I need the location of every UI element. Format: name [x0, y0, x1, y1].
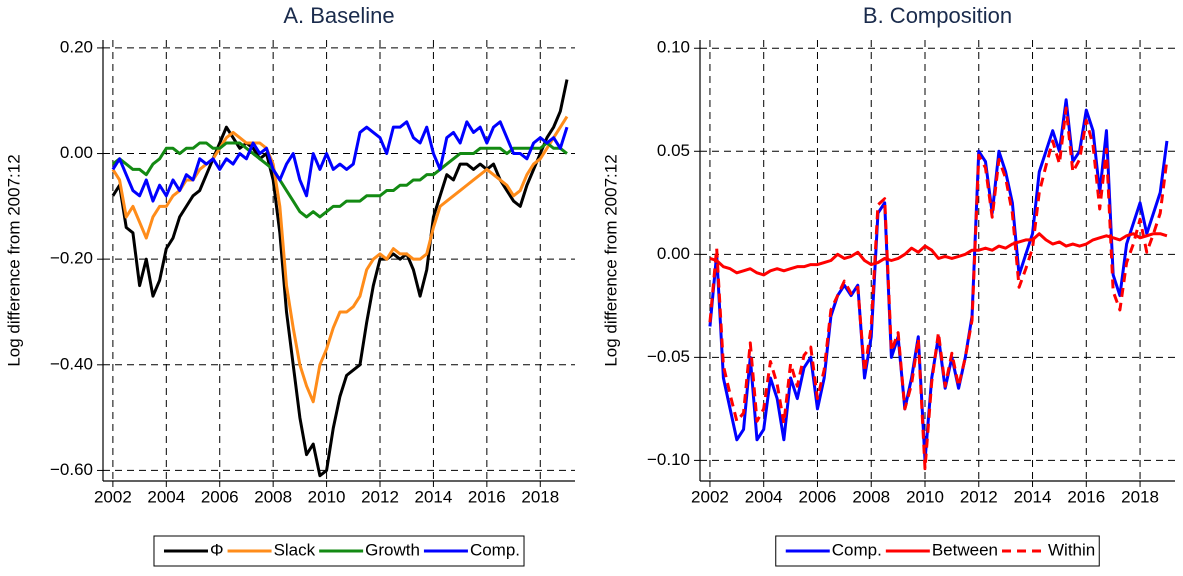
x-tick-label: 2002 [94, 487, 132, 506]
y-tick-label: 0.00 [60, 143, 93, 162]
x-tick-label: 2010 [906, 487, 944, 506]
y-tick-label: −0.10 [647, 450, 690, 469]
legend-label: Within [1048, 540, 1095, 559]
x-tick-label: 2002 [691, 487, 729, 506]
y-tick-label: −0.60 [50, 460, 93, 479]
x-tick-label: 2010 [308, 487, 346, 506]
line-series [111, 115, 569, 404]
y-tick-label: 0.00 [657, 244, 690, 263]
legend-label: Φ [210, 540, 224, 559]
y-tick-label: −0.40 [50, 354, 93, 373]
line-series [111, 141, 568, 219]
chart-panel: A. Baseline −0.60 −0.40 −0.20 0.00 0.20 2002 20… [4, 3, 575, 567]
legend: Comp. Between Within [775, 535, 1100, 567]
y-axis-label: Log difference from 2007:12 [601, 154, 620, 366]
x-tick-label: 2018 [1121, 487, 1159, 506]
y-tick-label: −0.05 [647, 347, 690, 366]
x-tick-label: 2014 [415, 487, 453, 506]
x-tick-label: 2006 [201, 487, 239, 506]
x-tick-label: 2018 [521, 487, 559, 506]
x-tick-label: 2006 [799, 487, 837, 506]
x-tick-label: 2016 [468, 487, 506, 506]
legend: Φ Slack Growth Comp. [153, 535, 525, 567]
legend-label: Slack [274, 540, 316, 559]
line-series [708, 98, 1169, 462]
legend-label: Comp. [832, 540, 882, 559]
x-tick-label: 2008 [852, 487, 890, 506]
chart-title: B. Composition [863, 3, 1012, 28]
x-tick-label: 2004 [745, 487, 783, 506]
legend-label: Comp. [470, 540, 520, 559]
x-tick-label: 2016 [1067, 487, 1105, 506]
y-tick-label: 0.05 [657, 141, 690, 160]
legend-label: Growth [365, 540, 420, 559]
line-series [111, 120, 569, 203]
y-tick-label: 0.20 [60, 37, 93, 56]
y-tick-label: −0.20 [50, 249, 93, 268]
chart-title: A. Baseline [283, 3, 394, 28]
line-series [709, 232, 1168, 277]
x-tick-label: 2014 [1014, 487, 1052, 506]
x-tick-label: 2012 [960, 487, 998, 506]
x-tick-label: 2004 [147, 487, 185, 506]
line-series [708, 106, 1169, 471]
x-tick-label: 2012 [361, 487, 399, 506]
chart-panel: B. Composition −0.10 −0.05 0.00 0.05 0.10 2002… [601, 3, 1175, 567]
x-tick-label: 2008 [254, 487, 292, 506]
y-tick-label: 0.10 [657, 38, 690, 57]
y-axis-label: Log difference from 2007:12 [4, 154, 23, 366]
line-series [111, 79, 569, 478]
legend-label: Between [932, 540, 998, 559]
